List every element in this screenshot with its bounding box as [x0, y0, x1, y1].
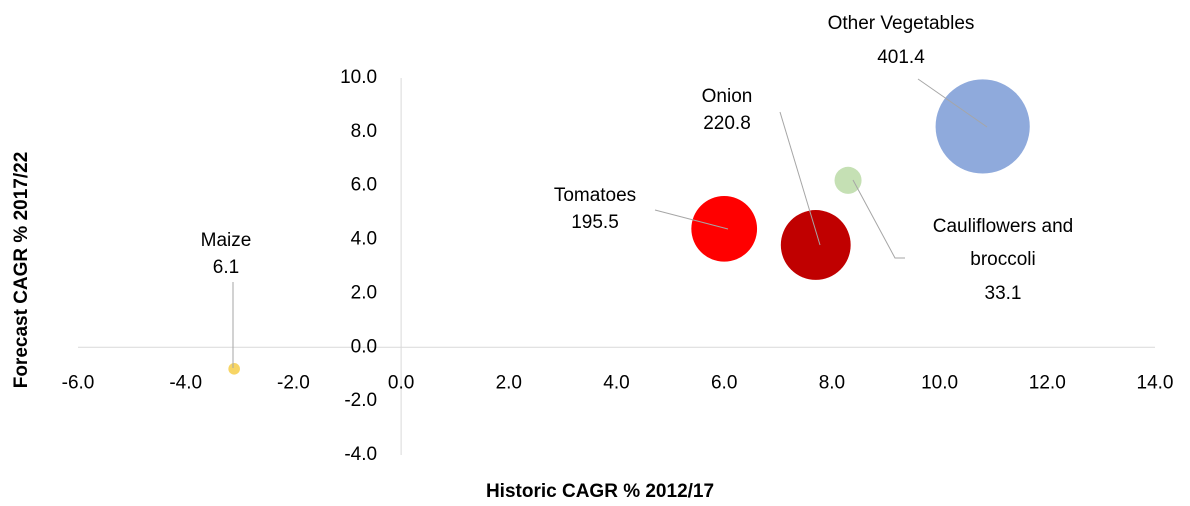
- x-tick-label: 0.0: [388, 372, 414, 393]
- bubble: [228, 363, 240, 375]
- data-label-name: Tomatoes: [553, 185, 637, 206]
- x-tick-label: 2.0: [496, 372, 522, 393]
- x-tick-label: -2.0: [277, 372, 310, 393]
- y-tick-label: -2.0: [344, 390, 377, 411]
- x-tick-label: 8.0: [819, 372, 845, 393]
- x-tick-label: 10.0: [921, 372, 958, 393]
- data-label-name: Onion: [701, 86, 753, 107]
- y-tick-label: -4.0: [344, 444, 377, 465]
- data-label-value: 195.5: [571, 212, 619, 233]
- bubble: [780, 210, 851, 280]
- data-label-value: 33.1: [984, 283, 1022, 304]
- y-tick-label: 0.0: [351, 336, 377, 357]
- data-label-name: Cauliflowers and broccoli: [932, 216, 1074, 270]
- y-tick-label: 8.0: [351, 121, 377, 142]
- bubble: [691, 195, 758, 262]
- y-tick-label: 10.0: [340, 67, 377, 88]
- y-tick-label: 4.0: [351, 229, 377, 250]
- data-label-name: Maize: [200, 230, 252, 251]
- x-tick-label: 12.0: [1029, 372, 1066, 393]
- data-label-value: 6.1: [212, 257, 240, 278]
- leader-line: [917, 78, 988, 128]
- x-tick-label: -6.0: [62, 372, 95, 393]
- x-tick-label: -4.0: [169, 372, 202, 393]
- data-label-name: Other Vegetables: [827, 13, 975, 34]
- x-tick-label: 4.0: [603, 372, 629, 393]
- y-tick-label: 2.0: [351, 282, 377, 303]
- x-axis-title: Historic CAGR % 2012/17: [486, 481, 714, 502]
- leader-line: [654, 209, 729, 230]
- x-tick-label: 6.0: [711, 372, 737, 393]
- bubble: [834, 166, 862, 194]
- leader-line: [852, 179, 905, 259]
- leader-line: [779, 111, 821, 246]
- data-label-value: 220.8: [703, 113, 751, 134]
- bubble: [935, 79, 1030, 174]
- y-axis-title: Forecast CAGR % 2017/22: [11, 152, 32, 389]
- data-label-value: 401.4: [877, 47, 925, 68]
- y-tick-label: 6.0: [351, 175, 377, 196]
- x-tick-label: 14.0: [1137, 372, 1174, 393]
